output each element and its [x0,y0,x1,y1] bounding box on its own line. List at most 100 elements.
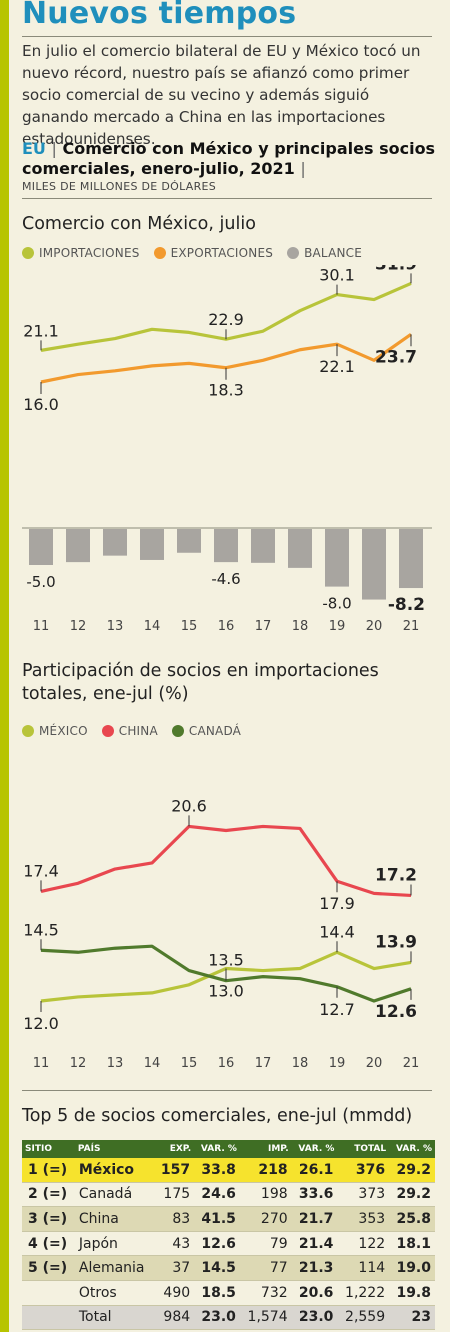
data-label-china: 17.9 [319,894,355,913]
data-label-balance: -4.6 [211,570,240,588]
legend-swatch-mexico [22,725,34,737]
share-chart: 17.4 20.6 17.9 17.2 12.0 13.0 14.4 13.9 14.5 13.5… [23,796,420,1071]
x-tick-label: 11 [33,619,50,634]
table-cell: 37 [154,1255,195,1281]
data-label-exportaciones: 18.3 [208,381,244,400]
table-row: Total 984 23.0 1,574 23.0 2,559 23 [22,1305,435,1331]
data-label-exportaciones: 22.1 [319,357,355,376]
balance-bar [251,529,275,563]
legend-label-balance: BALANCE [304,246,363,260]
page-title: Nuevos tiempos [22,0,297,31]
table-row: 3 (=) China 83 41.5 270 21.7 353 25.8 [22,1206,435,1232]
legend-item-importaciones: IMPORTACIONES [22,246,140,260]
data-label-exportaciones: 23.7 [375,347,417,367]
table-cell: 14.5 [194,1255,240,1281]
data-label-china: 17.2 [375,865,417,885]
table-cell: 2 (=) [22,1182,75,1208]
table-cell: 122 [337,1231,390,1257]
table-header-row: SITIO PAÍS EXP. VAR. % IMP. VAR. % TOTAL VAR. % [22,1140,435,1158]
x-tick-label: 12 [70,1056,87,1071]
title-divider [22,36,432,37]
table-cell: 3 (=) [22,1206,75,1232]
x-tick-label: 17 [255,619,272,634]
legend-swatch-importaciones [22,247,34,259]
table-header-cell: TOTAL [337,1140,390,1158]
chart2-title: Participación de socios en importaciones… [22,661,379,704]
x-tick-label: 19 [329,1056,346,1071]
x-tick-label: 18 [292,1056,309,1071]
data-label-china: 17.4 [23,861,59,880]
table-cell: 21.4 [291,1231,338,1257]
table-cell [22,1305,75,1331]
x-tick-label: 21 [403,619,420,634]
legend-swatch-balance [287,247,300,259]
intro-text: En julio el comercio bilateral de EU y M… [22,42,421,148]
table-header-cell: VAR. % [291,1140,338,1158]
table-cell: 23.0 [194,1305,240,1331]
line-china [40,824,412,898]
table-cell: 114 [337,1255,390,1281]
data-label-balance: -8.2 [388,595,425,615]
x-tick-label: 13 [107,1056,124,1071]
data-label-méxico: 13.9 [375,932,417,952]
section-divider [22,1090,432,1091]
line-canadá [40,944,412,1003]
balance-bar [399,529,423,589]
country-cell: Canadá [74,1182,155,1208]
balance-bar [103,529,127,556]
section-heading: EU | Comercio con México y principales s… [22,139,437,179]
table-cell: 24.6 [194,1182,240,1208]
legend-item-canada: CANADÁ [171,724,241,738]
partners-table: SITIO PAÍS EXP. VAR. % IMP. VAR. % TOTAL VAR. %… [22,1140,435,1331]
table-cell: 21.7 [291,1206,338,1232]
table-cell: 21.3 [291,1255,338,1281]
data-label-méxico: 13.0 [208,982,244,1001]
legend-item-china: CHINA [101,724,158,738]
legend-swatch-canada [171,725,184,737]
table-header-cell: VAR. % [194,1140,240,1158]
table-cell: 376 [337,1158,390,1183]
table-cell: 23 [389,1305,435,1331]
units-label: MILES DE MILLONES DE DÓLARES [22,180,217,193]
legend-label-mexico: MÉXICO [39,724,88,738]
x-tick-label: 21 [403,1056,420,1071]
balance-bar [66,529,90,563]
country-cell: Japón [74,1231,155,1257]
table-cell: 23.0 [291,1305,338,1331]
x-tick-label: 11 [33,1056,50,1071]
table-cell: 198 [239,1182,292,1208]
table-cell: 29.2 [389,1182,435,1208]
heading-separator-end: | [300,159,306,178]
country-cell: Alemania [74,1255,155,1281]
table-header-cell: EXP. [154,1140,195,1158]
x-tick-label: 17 [255,1056,272,1071]
table-title: Top 5 de socios comerciales, ene-jul (mm… [22,1106,413,1126]
country-cell: China [74,1206,155,1232]
table-cell: 353 [337,1206,390,1232]
data-label-exportaciones: 16.0 [23,395,59,414]
table-row: 1 (=) México 157 33.8 218 26.1 376 29.2 [22,1158,435,1183]
table-cell: 5 (=) [22,1255,75,1281]
balance-bar [325,529,349,587]
table-header-cell: SITIO [22,1140,75,1158]
legend-label-importaciones: IMPORTACIONES [39,246,140,260]
table-cell: 20.6 [291,1280,338,1306]
partners-table-wrap: SITIO PAÍS EXP. VAR. % IMP. VAR. % TOTAL VAR. %… [22,1140,435,1331]
table-cell: 79 [239,1231,292,1257]
balance-bar [362,529,386,600]
legend-item-exportaciones: EXPORTACIONES [153,246,274,260]
units-divider [22,198,432,199]
legend-label-china: CHINA [118,724,158,738]
table-cell: 25.8 [389,1206,435,1232]
balance-bar [288,529,312,568]
table-row: 2 (=) Canadá 175 24.6 198 33.6 373 29.2 [22,1182,435,1208]
data-label-importaciones: 22.9 [208,310,244,329]
data-label-importaciones: 30.1 [319,266,355,285]
table-row: Otros 490 18.5 732 20.6 1,222 19.8 [22,1280,435,1306]
heading-text: Comercio con México y principales socios… [22,139,436,178]
table-cell: 77 [239,1255,292,1281]
data-label-canadá: 13.5 [208,951,244,970]
table-header-cell: IMP. [239,1140,292,1158]
table-cell: 41.5 [194,1206,240,1232]
legend-item-mexico: MÉXICO [22,724,88,738]
